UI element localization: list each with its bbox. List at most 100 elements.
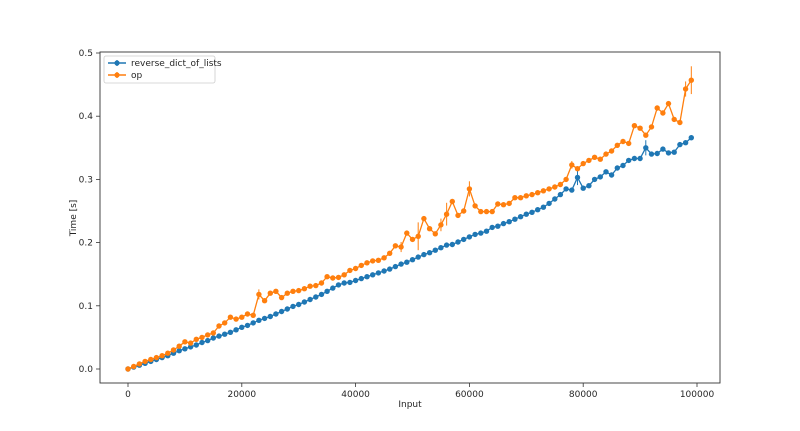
data-point-marker bbox=[620, 162, 626, 169]
data-point-marker bbox=[557, 191, 564, 198]
data-point-marker bbox=[210, 335, 216, 341]
data-point-marker bbox=[347, 279, 353, 286]
data-point-marker bbox=[193, 336, 199, 342]
x-axis-label: Input bbox=[398, 400, 422, 410]
data-point-marker bbox=[478, 230, 484, 236]
data-point-marker bbox=[176, 343, 182, 349]
data-point-marker bbox=[330, 275, 336, 281]
data-point-marker bbox=[654, 105, 660, 111]
series-op bbox=[125, 66, 694, 372]
x-tick-label: 20000 bbox=[227, 390, 256, 400]
data-point-marker bbox=[580, 185, 586, 191]
data-point-marker bbox=[529, 209, 535, 215]
data-point-marker bbox=[614, 165, 620, 171]
data-point-marker bbox=[318, 291, 325, 298]
legend-marker-icon bbox=[114, 72, 120, 78]
data-point-marker bbox=[586, 183, 592, 189]
data-point-marker bbox=[142, 358, 148, 365]
data-point-marker bbox=[682, 86, 689, 92]
data-point-marker bbox=[381, 255, 387, 261]
data-point-marker bbox=[278, 294, 285, 301]
data-point-marker bbox=[387, 250, 393, 256]
data-point-marker bbox=[358, 262, 364, 269]
data-point-marker bbox=[216, 323, 222, 329]
data-point-marker bbox=[375, 270, 382, 276]
data-point-marker bbox=[614, 142, 620, 148]
data-point-marker bbox=[552, 184, 558, 190]
data-point-marker bbox=[284, 306, 290, 312]
data-point-marker bbox=[165, 350, 171, 356]
data-point-marker bbox=[318, 280, 325, 286]
data-point-marker bbox=[466, 186, 473, 192]
data-point-marker bbox=[540, 188, 547, 194]
data-point-marker bbox=[415, 254, 421, 260]
data-point-marker bbox=[546, 200, 552, 207]
data-point-marker bbox=[677, 119, 683, 126]
data-point-marker bbox=[535, 207, 541, 213]
plot-area bbox=[99, 51, 721, 384]
data-point-marker bbox=[535, 190, 541, 196]
series-line bbox=[127, 137, 692, 370]
legend-item-reverse-dict-of-lists: reverse_dict_of_lists bbox=[108, 59, 222, 69]
data-point-marker bbox=[256, 317, 262, 323]
data-point-marker bbox=[665, 150, 672, 156]
data-point-marker bbox=[643, 145, 649, 151]
data-point-marker bbox=[665, 100, 672, 107]
data-point-marker bbox=[199, 339, 205, 346]
data-point-marker bbox=[136, 361, 143, 367]
data-point-marker bbox=[643, 132, 649, 138]
data-point-marker bbox=[506, 219, 512, 225]
data-point-marker bbox=[671, 149, 677, 155]
data-point-marker bbox=[409, 257, 416, 263]
data-point-marker bbox=[370, 272, 376, 278]
y-tick-label: 0.0 bbox=[79, 365, 94, 375]
data-point-marker bbox=[199, 334, 205, 341]
x-tick-label: 40000 bbox=[341, 390, 370, 400]
data-point-marker bbox=[233, 327, 239, 333]
data-point-marker bbox=[574, 174, 581, 181]
data-point-marker bbox=[278, 308, 285, 315]
data-point-marker bbox=[489, 224, 495, 231]
series-line bbox=[127, 79, 692, 370]
data-point-marker bbox=[239, 314, 245, 320]
data-point-marker bbox=[648, 151, 655, 157]
data-point-marker bbox=[324, 288, 330, 294]
data-point-marker bbox=[205, 337, 211, 344]
data-point-marker bbox=[552, 196, 558, 202]
data-point-marker bbox=[631, 155, 638, 162]
data-point-marker bbox=[489, 208, 495, 215]
data-point-marker bbox=[347, 267, 353, 274]
data-point-marker bbox=[517, 214, 524, 220]
data-point-marker bbox=[557, 181, 564, 188]
data-point-marker bbox=[563, 176, 569, 183]
data-point-marker bbox=[472, 203, 478, 209]
data-point-marker bbox=[438, 245, 444, 251]
data-point-marker bbox=[182, 339, 188, 345]
data-point-marker bbox=[182, 346, 188, 352]
data-point-marker bbox=[222, 331, 228, 337]
data-point-marker bbox=[261, 315, 268, 322]
data-point-marker bbox=[352, 277, 359, 284]
data-point-marker bbox=[222, 320, 228, 326]
data-point-marker bbox=[187, 340, 194, 346]
data-point-marker bbox=[517, 195, 524, 201]
x-tick-label: 0 bbox=[125, 390, 131, 400]
data-point-marker bbox=[364, 274, 370, 280]
data-point-marker bbox=[267, 290, 273, 296]
data-point-marker bbox=[233, 316, 239, 322]
data-point-marker bbox=[472, 231, 478, 238]
data-point-marker bbox=[216, 333, 222, 339]
data-point-marker bbox=[426, 226, 433, 232]
data-point-marker bbox=[409, 236, 416, 243]
data-point-marker bbox=[296, 287, 302, 294]
data-point-marker bbox=[273, 288, 279, 294]
data-point-marker bbox=[387, 266, 393, 272]
data-point-marker bbox=[335, 274, 342, 281]
data-point-marker bbox=[500, 220, 507, 227]
data-point-marker bbox=[637, 155, 643, 162]
data-point-marker bbox=[296, 301, 302, 308]
data-point-marker bbox=[546, 186, 552, 192]
data-point-marker bbox=[404, 259, 410, 265]
y-tick-label: 0.5 bbox=[79, 49, 93, 59]
data-point-marker bbox=[375, 257, 382, 263]
